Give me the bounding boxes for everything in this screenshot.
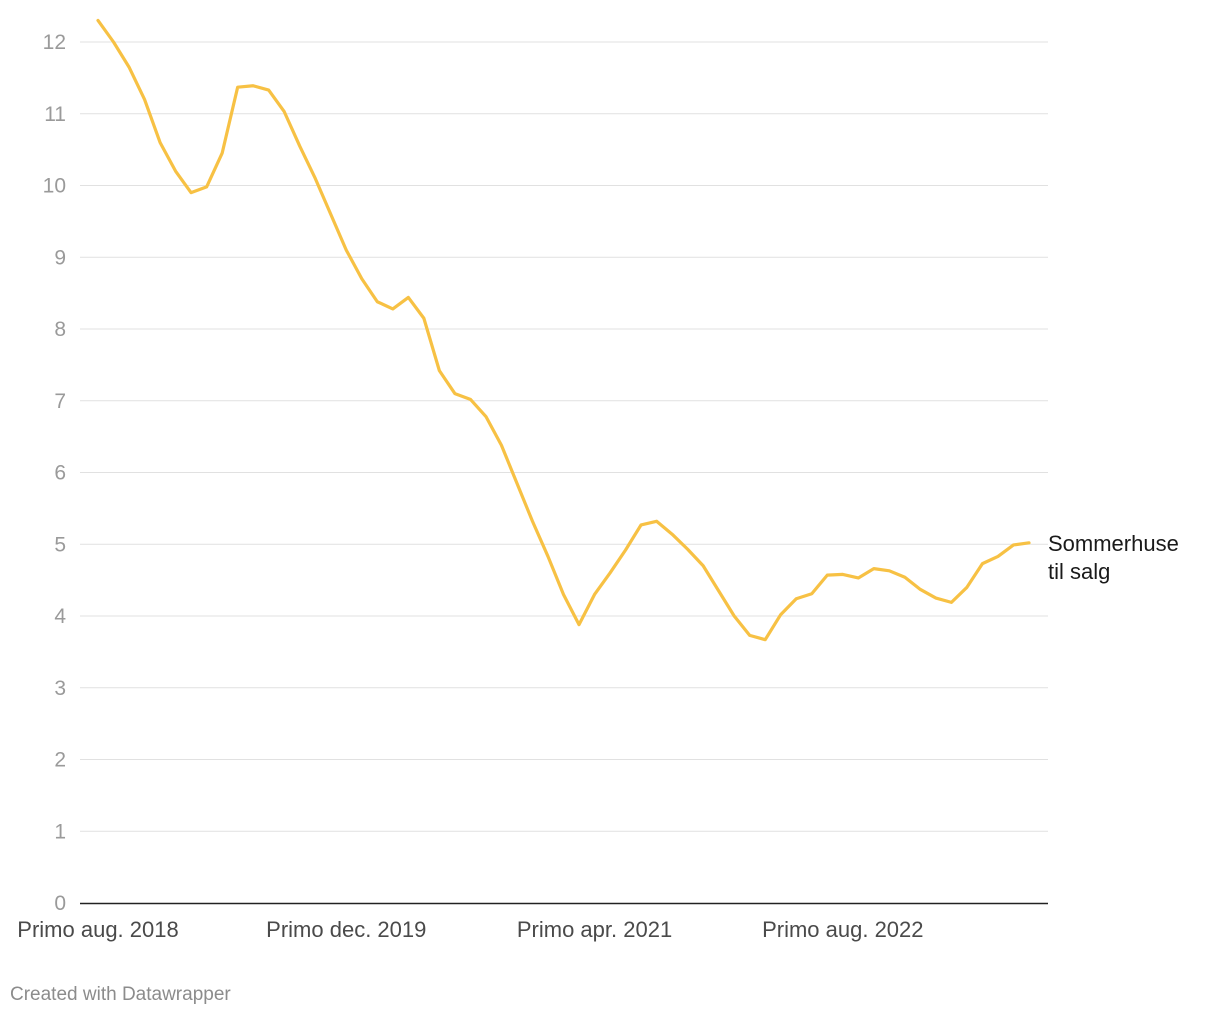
data-point-10 bbox=[251, 84, 255, 88]
data-point-29 bbox=[546, 554, 550, 558]
series-layer: Sommerhuse til salg bbox=[96, 18, 1179, 642]
data-point-46 bbox=[810, 592, 814, 596]
data-point-16 bbox=[344, 248, 348, 252]
data-point-28 bbox=[530, 519, 534, 523]
data-point-22 bbox=[437, 369, 441, 373]
data-point-12 bbox=[282, 110, 286, 114]
data-point-56 bbox=[965, 585, 969, 589]
data-point-17 bbox=[360, 277, 364, 281]
data-point-59 bbox=[1011, 543, 1015, 547]
data-point-44 bbox=[779, 613, 783, 617]
data-point-42 bbox=[748, 633, 752, 637]
y-tick-label-2: 2 bbox=[54, 749, 66, 772]
data-point-51 bbox=[887, 569, 891, 573]
data-point-0 bbox=[96, 18, 100, 22]
x-tick-label-3: Primo aug. 2022 bbox=[762, 917, 923, 942]
data-point-24 bbox=[468, 397, 472, 401]
data-point-48 bbox=[841, 572, 845, 576]
data-point-20 bbox=[406, 295, 410, 299]
data-point-6 bbox=[189, 191, 193, 195]
series-label: Sommerhuse til salg bbox=[1048, 531, 1179, 584]
y-tick-label-1: 1 bbox=[54, 820, 66, 843]
data-point-9 bbox=[236, 85, 240, 89]
y-tick-label-9: 9 bbox=[54, 246, 66, 269]
data-point-3 bbox=[143, 97, 147, 101]
data-point-34 bbox=[624, 548, 628, 552]
data-point-47 bbox=[825, 573, 829, 577]
data-point-31 bbox=[577, 623, 581, 627]
y-tick-label-11: 11 bbox=[44, 103, 66, 126]
data-point-15 bbox=[329, 212, 333, 216]
datawrapper-credit[interactable]: Created with Datawrapper bbox=[10, 984, 231, 1005]
data-point-52 bbox=[903, 575, 907, 579]
y-tick-label-10: 10 bbox=[43, 175, 66, 198]
y-tick-label-12: 12 bbox=[43, 31, 66, 54]
data-point-55 bbox=[949, 600, 953, 604]
data-point-33 bbox=[608, 571, 612, 575]
data-point-27 bbox=[515, 481, 519, 485]
data-point-50 bbox=[872, 567, 876, 571]
data-point-54 bbox=[934, 596, 938, 600]
data-point-30 bbox=[562, 592, 566, 596]
data-point-40 bbox=[717, 589, 721, 593]
data-point-1 bbox=[112, 40, 116, 44]
data-point-39 bbox=[701, 564, 705, 568]
data-point-60 bbox=[1027, 541, 1031, 545]
data-point-5 bbox=[174, 169, 178, 173]
data-point-21 bbox=[422, 316, 426, 320]
y-tick-label-3: 3 bbox=[54, 677, 66, 700]
data-point-37 bbox=[670, 532, 674, 536]
data-point-45 bbox=[794, 597, 798, 601]
data-point-7 bbox=[205, 185, 209, 189]
y-tick-label-8: 8 bbox=[54, 318, 66, 341]
data-point-2 bbox=[127, 65, 131, 69]
data-point-8 bbox=[220, 151, 224, 155]
data-point-23 bbox=[453, 392, 457, 396]
series-line-sommerhuse bbox=[96, 18, 1031, 642]
data-point-43 bbox=[763, 638, 767, 642]
data-point-58 bbox=[996, 554, 1000, 558]
x-tick-label-0: Primo aug. 2018 bbox=[17, 917, 178, 942]
data-point-4 bbox=[158, 140, 162, 144]
data-point-49 bbox=[856, 576, 860, 580]
data-point-57 bbox=[980, 562, 984, 566]
data-point-13 bbox=[298, 144, 302, 148]
data-point-38 bbox=[686, 547, 690, 551]
gridlines bbox=[80, 41, 1048, 832]
data-point-41 bbox=[732, 614, 736, 618]
data-point-18 bbox=[375, 300, 379, 304]
y-tick-label-6: 6 bbox=[54, 462, 66, 485]
data-point-26 bbox=[499, 443, 503, 447]
x-tick-label-2: Primo apr. 2021 bbox=[517, 917, 672, 942]
data-point-35 bbox=[639, 523, 643, 527]
data-point-14 bbox=[313, 176, 317, 180]
x-axis: Primo aug. 2018 Primo dec. 2019 Primo apr.… bbox=[17, 902, 1048, 942]
y-tick-label-4: 4 bbox=[54, 605, 66, 628]
y-tick-label-0: 0 bbox=[54, 892, 66, 915]
data-point-32 bbox=[593, 592, 597, 596]
data-point-25 bbox=[484, 415, 488, 419]
y-tick-label-5: 5 bbox=[54, 533, 66, 556]
data-point-53 bbox=[918, 587, 922, 591]
data-point-36 bbox=[655, 519, 659, 523]
data-point-11 bbox=[267, 88, 271, 92]
y-tick-label-7: 7 bbox=[54, 390, 66, 413]
data-point-19 bbox=[391, 307, 395, 311]
x-tick-label-1: Primo dec. 2019 bbox=[266, 917, 426, 942]
